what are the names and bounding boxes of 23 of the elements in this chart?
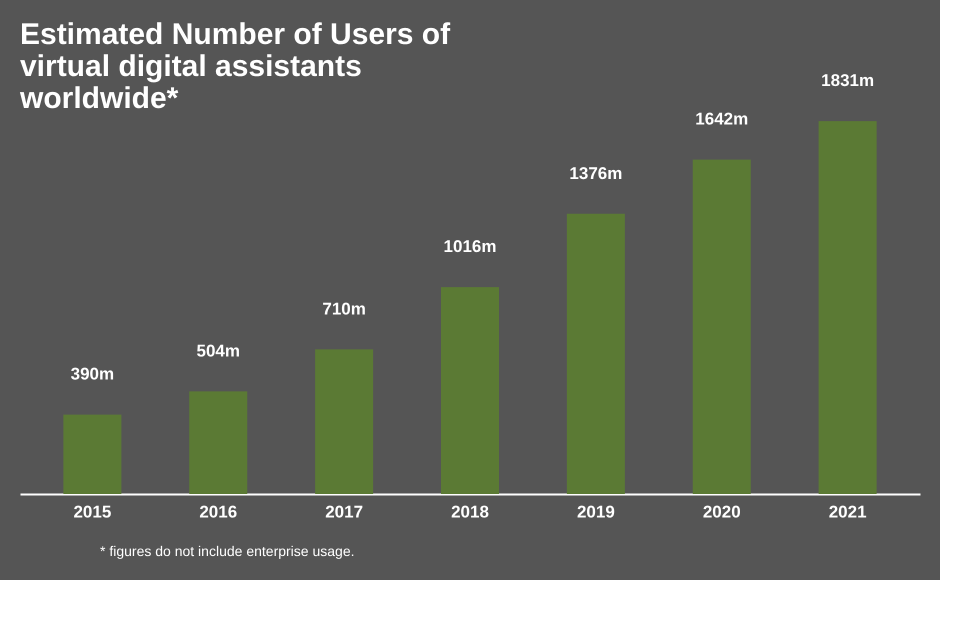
chart-title: Estimated Number of Users of virtual digital assistants worldwide* [19,18,452,115]
x-tick-label: 2020 [702,502,741,522]
x-tick-label: 2019 [576,502,615,522]
bar [189,391,248,494]
data-label: 504m [196,341,240,360]
data-label: 1376m [569,164,622,183]
x-tick-label: 2021 [828,502,867,522]
data-label: 1016m [444,237,496,256]
text: * figures do not include enterprise usage. [100,543,354,559]
x-tick-label: 2018 [451,502,489,522]
x-tick-label: 2017 [325,502,364,522]
data-label: 710m [322,299,366,318]
bar [63,414,122,494]
data-label: 390m [70,364,114,384]
bar [566,214,625,494]
x-tick-label: 2016 [199,502,238,522]
data-label: 1642m [695,110,748,129]
bar [692,160,751,494]
data-label: 1831m [821,71,874,90]
bar [315,349,374,494]
bar [818,121,877,494]
bar [441,287,499,494]
x-tick-label: 2015 [73,502,112,522]
